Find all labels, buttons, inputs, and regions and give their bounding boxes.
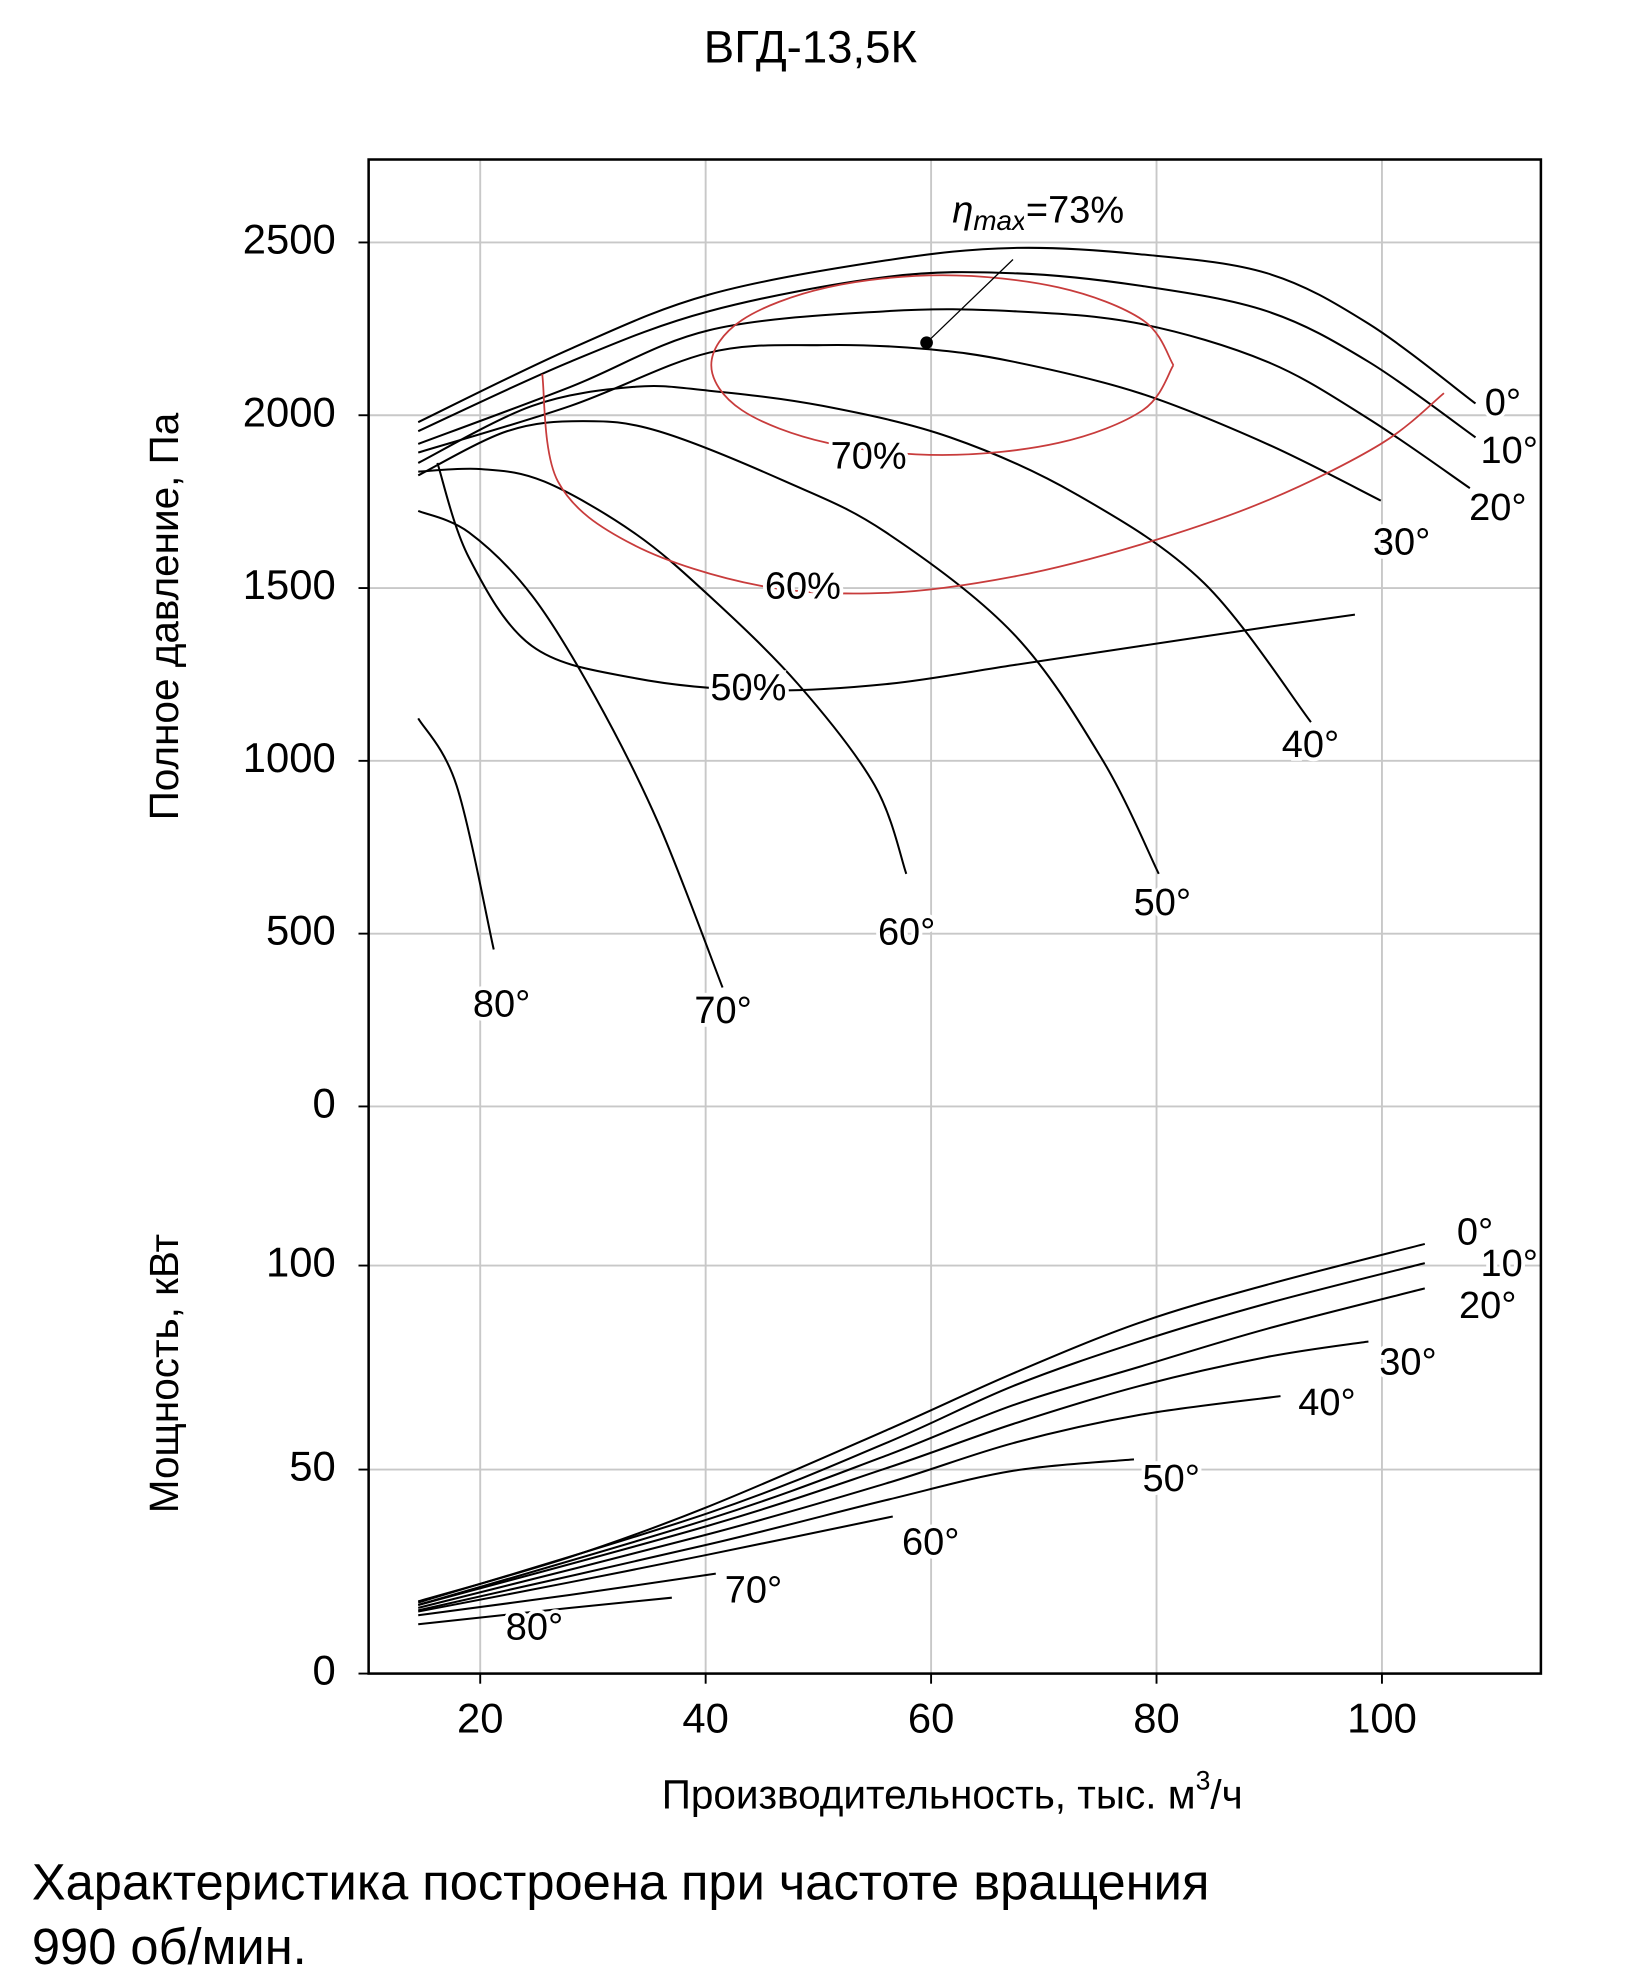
curve-label: 30°: [1379, 1342, 1436, 1384]
grid: [358, 159, 1541, 1684]
curve-label: 70°: [725, 1570, 782, 1612]
y-tick-label: 1500: [243, 561, 336, 608]
curve: [417, 510, 724, 988]
curve: [418, 1515, 893, 1613]
y-tick-label: 50: [289, 1443, 335, 1490]
x-tick-label: 60: [908, 1695, 954, 1742]
x-axis-label-sup: 3: [1196, 1765, 1211, 1795]
curve: [417, 1340, 1369, 1607]
curve-label: 60°: [878, 911, 935, 953]
curve-label: 0°: [1457, 1211, 1493, 1253]
curve-label: 80°: [506, 1606, 563, 1648]
curve-label: 50°: [1143, 1458, 1200, 1500]
annotation-leader: [926, 259, 1014, 344]
x-tick-label: 80: [1133, 1695, 1179, 1742]
curve-label: 40°: [1298, 1382, 1355, 1424]
curve-label: 80°: [473, 983, 530, 1025]
y-tick-label: 2000: [243, 388, 336, 435]
curve: [417, 384, 1312, 723]
curve: [417, 1262, 1426, 1604]
y-tick-label: 100: [266, 1239, 336, 1286]
plot-frame: [367, 158, 1543, 1675]
curve: [541, 373, 1445, 595]
curve: [418, 1572, 716, 1617]
x-tick-label: 20: [457, 1695, 503, 1742]
footnote: Характеристика построена при частоте вра…: [32, 1854, 1209, 1911]
curve: [417, 246, 1477, 424]
curve-label: 30°: [1373, 521, 1430, 563]
y-tick-label: 0: [312, 1079, 335, 1126]
curve-label: 20°: [1459, 1285, 1516, 1327]
eta-max-point: [920, 336, 933, 350]
x-axis-label: Производительность, тыс. м3/ч: [662, 1765, 1243, 1817]
y-tick-label: 1000: [243, 734, 336, 781]
curve-label: 0°: [1485, 382, 1521, 424]
curve: [436, 462, 1356, 692]
x-axis-label-text: Производительность, тыс. м: [662, 1771, 1196, 1817]
curve-label: 70°: [694, 990, 751, 1032]
curve-label: 60°: [902, 1521, 959, 1563]
y-axis-label: Мощность, кВт: [141, 1234, 187, 1513]
annotation: ηmax=73%: [952, 190, 1124, 236]
curve: [417, 1287, 1426, 1606]
curve: [418, 1596, 672, 1626]
curve: [417, 717, 495, 950]
curve: [417, 308, 1471, 490]
curve: [418, 467, 908, 875]
curve-label: 20°: [1469, 487, 1526, 529]
curve-label: 50%: [710, 667, 786, 709]
curve-label: 50°: [1134, 882, 1191, 924]
curve: [417, 1458, 1135, 1612]
annotation-subscript: max: [973, 205, 1027, 236]
curve-label: 10°: [1481, 430, 1538, 472]
x-axis-label-end: /ч: [1210, 1771, 1242, 1817]
y-tick-label: 2500: [243, 215, 336, 262]
y-axis-label: Полное давление, Па: [141, 412, 187, 820]
curve-label: 60%: [765, 566, 841, 608]
curves: [417, 246, 1477, 1626]
curve: [710, 274, 1175, 456]
labels: 0°10°20°30°40°50°60°70°80°70%60%50%ηmax=…: [469, 186, 1542, 1652]
curve: [417, 1395, 1281, 1609]
annotation-text: =73%: [1026, 190, 1124, 232]
curve-label: 10°: [1481, 1243, 1538, 1285]
curve-label: 70%: [831, 435, 907, 477]
curve: [417, 271, 1477, 439]
curve: [417, 343, 1382, 502]
curve-label: 40°: [1282, 724, 1339, 766]
y-tick-label: 500: [266, 907, 336, 954]
annotation-symbol: η: [952, 190, 973, 232]
chart-title: ВГД-13,5К: [704, 22, 918, 73]
y-tick-label: 0: [312, 1647, 335, 1694]
x-tick-label: 100: [1347, 1695, 1417, 1742]
footnote: 990 об/мин.: [32, 1918, 307, 1975]
x-tick-label: 40: [682, 1695, 728, 1742]
